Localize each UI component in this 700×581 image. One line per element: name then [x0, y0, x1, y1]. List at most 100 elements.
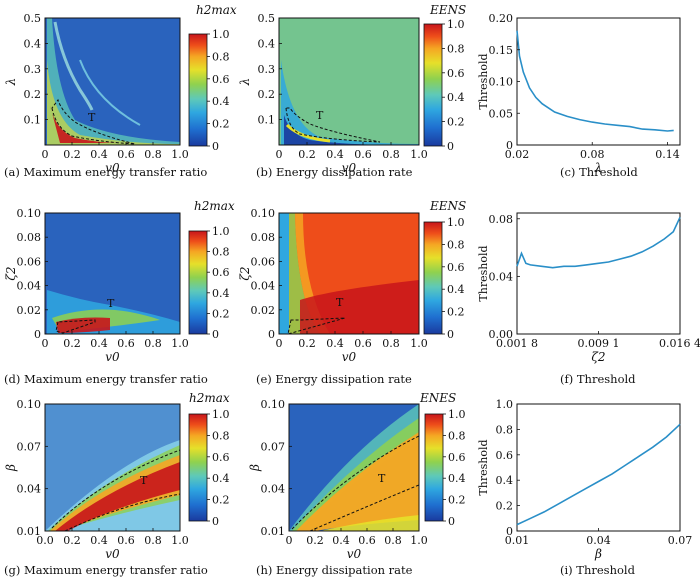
ylabel-b: λ	[238, 78, 252, 87]
ytick-label-d-4: 0.08	[17, 231, 42, 244]
series-f-line	[516, 216, 681, 269]
caption-d: (d) Maximum energy transfer ratio	[4, 372, 208, 386]
xtick-label-f-2: 0.016 4	[659, 337, 700, 350]
ytick-label-e-1: 0.02	[251, 304, 276, 317]
heatmap-b-glow	[285, 123, 331, 143]
colorbar-b: EENS	[423, 3, 466, 147]
colorbar-a-label: h2max	[196, 3, 237, 17]
region-b-boundary	[285, 107, 381, 143]
cbar-tick-label-d-4: 0.8	[212, 246, 230, 259]
ytick-label-c-1: 0.05	[489, 107, 514, 120]
xtick-label-e-1: 0.2	[298, 337, 316, 350]
ytick-label-i-3: 0.6	[496, 449, 514, 462]
xtick-label-a-0: 0	[42, 148, 49, 161]
colorbar-d: h2max	[188, 199, 235, 335]
cbar-tick-label-b-3: 0.6	[447, 67, 465, 80]
xtick-label-e-2: 0.4	[326, 337, 344, 350]
xtick-label-i-0: 0.01	[505, 534, 530, 547]
region-e-boundary	[287, 317, 346, 335]
xtick-label-e-3: 0.6	[354, 337, 372, 350]
xtick-label-g-3: 0.6	[117, 534, 135, 547]
cbar-tick-label-e-2: 0.4	[447, 283, 465, 296]
cbar-tick-label-g-4: 0.8	[212, 429, 230, 442]
caption-f: (f) Threshold	[560, 372, 636, 386]
xtick-label-a-1: 0.2	[63, 148, 81, 161]
axes-f-frame	[516, 212, 681, 335]
xlabel-f: ζ2	[591, 350, 605, 364]
xtick-label-i-2: 0.07	[668, 534, 693, 547]
xtick-label-b-4: 0.8	[382, 148, 400, 161]
xtick-label-b-1: 0.2	[298, 148, 316, 161]
cbar-tick-label-a-1: 0.2	[212, 118, 230, 131]
region-h-upper	[291, 435, 420, 530]
colorbar-b-gradient	[423, 23, 443, 147]
ytick-label-c-0: 0	[506, 139, 513, 152]
colorbar-h-gradient	[424, 413, 444, 522]
xtick-label-f-0: 0.001 8	[496, 337, 538, 350]
xtick-label-b-2: 0.4	[326, 148, 344, 161]
ytick-label-g-1: 0.04	[17, 483, 42, 496]
cbar-tick-label-d-2: 0.4	[212, 287, 230, 300]
cbar-tick-label-b-5: 1.0	[447, 18, 465, 31]
ytick-label-i-2: 0.4	[496, 474, 514, 487]
xtick-label-c-1: 0.08	[580, 148, 605, 161]
xtick-label-g-2: 0.4	[90, 534, 108, 547]
colorbar-e-gradient	[423, 221, 443, 335]
heatmap-h-cyan	[289, 404, 419, 531]
ytick-label-g-0: 0.01	[17, 525, 42, 538]
ytick-label-i-5: 1.0	[496, 398, 514, 411]
ytick-label-a-2: 0.3	[24, 63, 42, 76]
xtick-label-f-1: 0.009 1	[578, 337, 620, 350]
cbar-tick-label-b-4: 0.8	[447, 42, 465, 55]
ytick-label-d-3: 0.06	[17, 255, 42, 268]
cbar-tick-label-e-0: 0	[447, 328, 454, 341]
colorbar-e: EENS	[423, 199, 466, 335]
xtick-label-d-4: 0.8	[144, 337, 162, 350]
ylabel-g: β	[4, 464, 18, 472]
xlabel-d: v0	[105, 350, 120, 364]
ytick-label-e-5: 0.10	[251, 207, 276, 220]
heatmap-h-yellow-bottom	[320, 515, 419, 531]
ytick-label-e-0: 0	[268, 328, 275, 341]
xtick-label-e-0: 0	[276, 337, 283, 350]
ytick-label-d-5: 0.10	[17, 207, 42, 220]
panel-h-heatmap: T	[288, 403, 420, 532]
colorbar-e-label: EENS	[429, 199, 466, 213]
ytick-label-b-1: 0.2	[258, 88, 276, 101]
ytick-label-b-3: 0.4	[258, 37, 276, 50]
ytick-label-d-1: 0.02	[17, 304, 42, 317]
axes-h-frame	[288, 403, 420, 532]
ylabel-e: ζ2	[238, 266, 252, 280]
annotation-g-t: T	[140, 474, 148, 487]
colorbar-g: h2max	[188, 391, 230, 522]
caption-e: (e) Energy dissipation rate	[256, 372, 412, 386]
series-i-line	[516, 423, 681, 526]
cbar-tick-label-a-0: 0	[212, 140, 219, 153]
ylabel-i: Threshold	[477, 439, 490, 495]
panel-a-heatmap: T	[44, 17, 181, 146]
region-a-boundary	[51, 98, 136, 145]
region-g-upper	[51, 449, 181, 529]
cbar-tick-label-g-1: 0.2	[212, 494, 230, 507]
xtick-label-d-0: 0	[42, 337, 49, 350]
cbar-tick-label-h-2: 0.4	[448, 472, 466, 485]
cbar-tick-label-h-4: 0.8	[448, 429, 466, 442]
xtick-label-c-0: 0.02	[505, 148, 530, 161]
colorbar-d-gradient	[188, 230, 208, 335]
xlabel-g: v0	[105, 547, 120, 561]
cbar-tick-label-a-5: 1.0	[212, 28, 230, 41]
ytick-label-h-1: 0.04	[261, 483, 286, 496]
ytick-label-a-3: 0.4	[24, 37, 42, 50]
xtick-label-h-0: 0	[286, 534, 293, 547]
cbar-tick-label-h-5: 1.0	[448, 408, 466, 421]
xtick-label-g-5: 1.0	[171, 534, 189, 547]
xtick-label-h-5: 1.0	[410, 534, 428, 547]
axes-ticks-layer: 0 0.2 0.4 0.6 0.8 1.0 0.1 0.2 0.3 0.4 0.5 v0 λ 0 0.2 0.…	[4, 12, 700, 561]
ytick-label-d-0: 0	[34, 328, 41, 341]
ytick-label-h-0: 0.01	[261, 525, 286, 538]
xtick-label-c-2: 0.14	[655, 148, 680, 161]
annotation-e-t: T	[336, 296, 344, 309]
xlabel-h: v0	[347, 547, 362, 561]
xtick-label-h-3: 0.6	[358, 534, 376, 547]
caption-g: (g) Maximum energy transfer ratio	[4, 563, 208, 577]
